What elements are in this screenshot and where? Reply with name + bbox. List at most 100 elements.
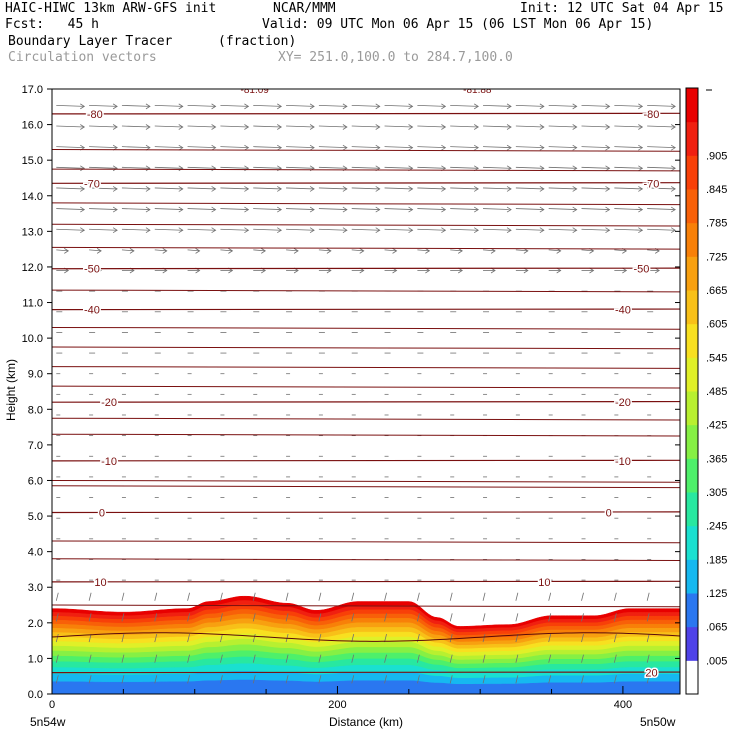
wind-vector (515, 228, 544, 231)
wind-vector (581, 125, 610, 128)
wind-vector (56, 249, 69, 252)
wind-vector-head (441, 227, 447, 234)
wind-vector (55, 675, 59, 684)
wind-vector (89, 228, 118, 231)
x-right-endpoint: 5n50w (640, 715, 676, 729)
isotherm-line (52, 604, 680, 608)
wind-vector (515, 249, 528, 252)
wind-vector (647, 146, 676, 149)
wind-vector (253, 228, 282, 231)
wind-vector (647, 166, 676, 169)
wind-vector-head (605, 206, 611, 213)
isotherm-line (52, 433, 680, 437)
wind-vector (252, 592, 256, 601)
wind-vector-head (408, 124, 414, 130)
wind-vector-head (473, 103, 479, 110)
wind-vector (187, 633, 190, 643)
wind-vector (285, 675, 289, 684)
wind-vector (613, 633, 617, 643)
wind-vector (515, 592, 519, 601)
wind-vector-head (506, 186, 512, 192)
isotherm-line (52, 385, 680, 389)
x-tick-label: 200 (328, 699, 346, 711)
wind-vector (548, 187, 577, 190)
wind-vector (286, 104, 315, 107)
wind-vector (318, 187, 347, 190)
wind-vector (482, 613, 486, 622)
wind-vector-head (375, 103, 381, 110)
wind-vector (483, 187, 512, 190)
isotherm-line (52, 346, 680, 350)
wind-vector-head (441, 124, 447, 130)
colorbar-label: .485 (706, 386, 727, 398)
wind-vector-head (277, 227, 283, 234)
wind-vector (187, 146, 216, 149)
wind-vector (450, 249, 463, 252)
wind-vector (220, 187, 249, 190)
isotherm-label: 10 (94, 577, 106, 589)
wind-vector-head (572, 144, 578, 151)
wind-vector (647, 249, 660, 252)
wind-vector (417, 187, 446, 190)
wind-vector-head (670, 165, 676, 172)
wind-vector-head (457, 248, 463, 254)
wind-vector-head (342, 227, 348, 234)
wind-vector-head (244, 144, 250, 151)
wind-vector (515, 125, 544, 128)
wind-vector-head (539, 186, 545, 192)
colorbar-label: .185 (706, 554, 727, 566)
wind-vector (187, 125, 216, 128)
colorbar-swatch (686, 525, 698, 560)
colorbar-swatch (686, 458, 698, 493)
wind-vector (351, 208, 380, 210)
wind-vector (417, 249, 430, 252)
isotherm-top-label: -81.09 (240, 85, 269, 96)
isotherm-line (52, 112, 680, 115)
wind-vector (614, 208, 643, 210)
wind-vector-head (375, 144, 381, 151)
wind-vector (253, 146, 282, 149)
x-axis-label: Distance (km) (329, 715, 403, 729)
wind-vector-head (473, 144, 479, 151)
wind-vector (286, 208, 315, 210)
wind-vector (548, 675, 552, 684)
wind-vector (613, 592, 617, 601)
colorbar-swatch (686, 256, 698, 291)
wind-vector (318, 592, 322, 601)
wind-vector-head (112, 165, 118, 172)
y-tick-label: 12.0 (22, 262, 43, 274)
wind-vector-head (112, 103, 118, 110)
wind-vector (515, 613, 519, 622)
wind-vector-head (638, 124, 644, 130)
wind-vector-head (572, 124, 578, 130)
wind-vector (154, 187, 183, 190)
wind-vector (548, 146, 577, 149)
wind-vector-head (539, 124, 545, 130)
wind-vector-head (178, 103, 184, 110)
wind-vector (384, 208, 413, 210)
wind-vector (121, 166, 150, 169)
colorbar-swatch (686, 593, 698, 628)
wind-vector (515, 166, 544, 169)
wind-vector (220, 654, 223, 663)
wind-vector (581, 592, 584, 601)
wind-vector-head (605, 165, 611, 172)
org-label: NCAR/MMM (273, 1, 336, 16)
colorbar-swatch (686, 559, 698, 594)
valid-time: Valid: 09 UTC Mon 06 Apr 15 (06 LST Mon … (262, 17, 654, 32)
wind-vector-head (80, 206, 86, 213)
x-tick-label: 400 (614, 699, 632, 711)
wind-vector (220, 146, 249, 149)
colorbar-label: .305 (706, 487, 727, 499)
wind-vector (187, 166, 216, 169)
y-tick-label: 5.0 (28, 511, 43, 523)
isotherm-line (52, 246, 680, 250)
wind-vector (220, 592, 223, 601)
wind-vector (417, 208, 446, 210)
wind-vector (515, 654, 519, 663)
wind-vector (449, 675, 453, 684)
wind-vector (318, 208, 347, 210)
wind-vector (286, 228, 315, 231)
isotherm-line (52, 671, 680, 674)
